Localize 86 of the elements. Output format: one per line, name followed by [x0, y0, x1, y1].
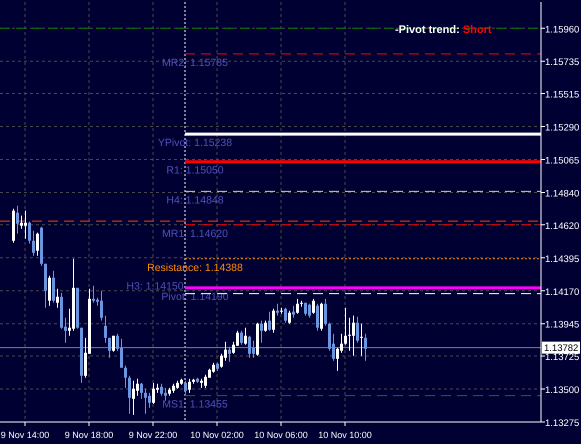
candlestick	[272, 308, 275, 334]
candlestick	[124, 365, 127, 388]
candlestick	[144, 388, 147, 414]
x-tick-label: 10 Nov 06:00	[254, 430, 308, 440]
y-tick-label: 1.15065	[545, 156, 580, 166]
y-tick-label: 1.13500	[545, 385, 580, 396]
candlestick	[336, 347, 339, 372]
candlestick	[104, 315, 107, 344]
candlestick	[28, 221, 31, 244]
candlestick	[112, 335, 115, 352]
candlestick	[152, 382, 155, 404]
candlestick	[244, 327, 247, 346]
candlestick	[248, 335, 251, 358]
y-tick-label: 1.15960	[545, 24, 580, 36]
candlestick	[164, 387, 167, 402]
ref-line-label: MS1: 1.13455	[162, 398, 228, 411]
candlestick	[140, 382, 143, 400]
candlestick	[240, 330, 243, 346]
ref-line-label: MR2: 1.15785	[162, 56, 228, 69]
candlestick	[352, 315, 355, 356]
candlestick	[108, 337, 111, 358]
candlestick	[316, 303, 319, 332]
ref-line-label: MR1: 1.14620	[162, 228, 228, 240]
candlestick	[220, 353, 223, 368]
candlestick	[364, 333, 367, 362]
candlestick	[56, 288, 59, 308]
y-tick-label: 1.13945	[545, 320, 580, 331]
candlestick	[324, 298, 327, 326]
y-tick-label: 1.15515	[545, 90, 580, 101]
candlestick	[120, 338, 123, 368]
candlestick	[184, 380, 187, 394]
candlestick	[32, 230, 35, 256]
candlestick	[52, 270, 55, 304]
y-tick-label: 1.14620	[545, 220, 580, 232]
x-tick-label: 9 Nov 22:00	[128, 430, 178, 440]
candlestick	[308, 303, 311, 318]
candlestick	[204, 374, 207, 388]
candlestick	[312, 298, 315, 314]
candlestick	[148, 392, 151, 408]
candlestick	[24, 210, 27, 240]
candlestick	[284, 307, 287, 324]
candlestick	[172, 383, 175, 394]
candlestick	[348, 317, 351, 352]
ref-line-label: YPivot: 1.15238	[158, 137, 232, 150]
candlestick	[48, 275, 51, 306]
candlestick	[132, 380, 135, 416]
candlestick	[304, 302, 307, 316]
ref-line-label: R1: 1.15050	[166, 164, 224, 177]
candlestick	[100, 290, 103, 322]
candlestick	[276, 303, 279, 316]
candlestick	[16, 205, 19, 234]
candlestick	[268, 311, 271, 332]
candlestick	[128, 375, 131, 414]
candlestick	[288, 310, 291, 324]
candlestick	[160, 383, 163, 396]
candlestick	[20, 215, 23, 230]
ref-line-label: H3: 1.14150	[126, 280, 184, 293]
candlestick	[212, 362, 215, 374]
y-tick-label: 1.13725	[545, 352, 580, 364]
candlestick	[264, 320, 267, 332]
candlestick	[228, 346, 231, 362]
y-tick-label: 1.13275	[545, 418, 580, 429]
candlestick	[292, 305, 295, 318]
x-tick-label: 9 Nov 18:00	[64, 430, 114, 440]
y-tick-label: 1.15735	[545, 57, 580, 68]
candlestick	[252, 340, 255, 358]
annotation: -Pivot trend: Short	[395, 24, 492, 36]
y-tick-label: 1.14840	[545, 188, 580, 200]
y-tick-label: 1.15290	[545, 122, 580, 134]
ref-line-label: 1.13782	[544, 343, 578, 354]
candlestick	[200, 378, 203, 388]
candlestick	[360, 323, 363, 356]
candlestick	[344, 307, 347, 346]
candlestick	[296, 298, 299, 314]
candlestick	[36, 232, 39, 256]
candlestick	[136, 378, 139, 396]
candlestick	[356, 316, 359, 344]
candlestick	[188, 378, 191, 394]
y-tick-label: 1.14170	[545, 286, 580, 298]
y-tick-label: 1.14395	[545, 254, 580, 265]
x-tick-label: 10 Nov 02:00	[190, 430, 244, 440]
x-tick-label: 10 Nov 10:00	[318, 430, 372, 440]
candlestick	[260, 320, 263, 344]
ref-line-label: H4: 1.14848	[166, 194, 224, 206]
x-tick-label: 9 Nov 14:00	[0, 430, 50, 440]
ref-line-label: Resistance: 1.14388	[147, 262, 244, 274]
